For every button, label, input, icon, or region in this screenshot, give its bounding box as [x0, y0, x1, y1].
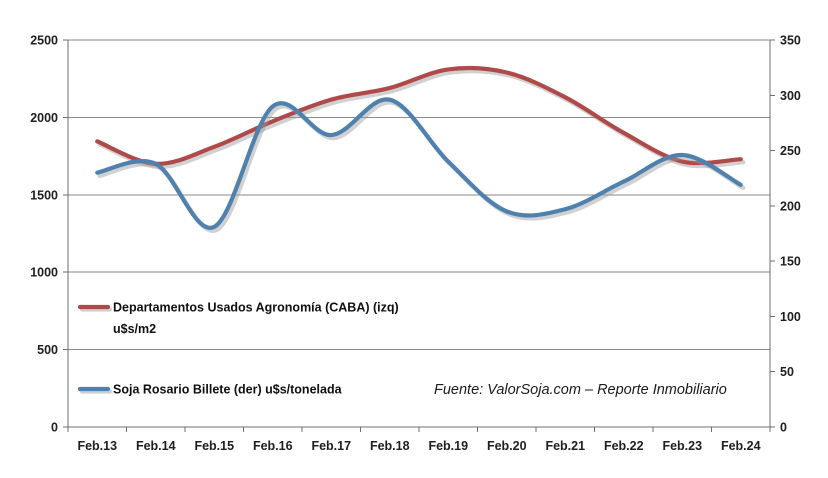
left-axis-tick-label: 1500	[30, 188, 58, 202]
legend-item-label: Departamentos Usados Agronomía (CABA) (i…	[113, 301, 399, 315]
source-text: Fuente: ValorSoja.com – Reporte Inmobili…	[434, 382, 727, 398]
gridlines-group	[68, 39, 770, 428]
right-axis-tick-label: 200	[780, 199, 801, 213]
x-axis-tick-label: Feb.16	[253, 439, 293, 453]
series-line-2	[95, 97, 743, 230]
x-axis-tick-label: Feb.20	[487, 439, 527, 453]
legend-item-label: Soja Rosario Billete (der) u$s/tonelada	[113, 383, 343, 397]
left-axis-tick-label: 2000	[30, 111, 58, 125]
x-axis-tick-label: Feb.23	[662, 439, 702, 453]
left-axis-tick-labels: 0 500 1000 1500 2000 2500	[30, 34, 68, 435]
right-axis-tick-labels: 0 50 100 150 200 250 300 350	[770, 34, 801, 435]
left-axis-tick-label: 2500	[30, 34, 58, 48]
right-axis-tick-label: 100	[780, 310, 801, 324]
series-line-1	[95, 65, 743, 166]
x-axis-tick-label: Feb.19	[428, 439, 468, 453]
x-axis-tick-label: Feb.22	[604, 439, 644, 453]
chart-legend: Departamentos Usados Agronomía (CABA) (i…	[77, 301, 399, 397]
x-axis-tick-label: Feb.15	[194, 439, 234, 453]
x-axis-tick-label: Feb.13	[77, 439, 117, 453]
left-axis-tick-label: 0	[51, 421, 58, 435]
left-axis-tick-label: 500	[37, 343, 58, 357]
legend-item-label-line2: u$s/m2	[113, 322, 156, 336]
left-axis-tick-label: 1000	[30, 266, 58, 280]
x-axis-tick-label: Feb.21	[545, 439, 585, 453]
series-group	[95, 65, 746, 233]
x-axis-tick-label: Feb.14	[136, 439, 176, 453]
right-axis-tick-label: 50	[780, 365, 794, 379]
x-axis-tick-label: Feb.18	[370, 439, 410, 453]
x-axis-tick-labels: Feb.13 Feb.14 Feb.15 Feb.16 Feb.17 Feb.18 Feb.…	[67, 427, 771, 453]
axes-group	[67, 40, 771, 428]
right-axis-tick-label: 0	[780, 421, 787, 435]
x-axis-tick-label: Feb.24	[721, 439, 761, 453]
right-axis-tick-label: 150	[780, 255, 801, 269]
right-axis-tick-label: 300	[780, 89, 801, 103]
source-annotation: Fuente: ValorSoja.com – Reporte Inmobili…	[434, 382, 727, 398]
right-axis-tick-label: 250	[780, 144, 801, 158]
right-axis-tick-label: 350	[780, 34, 801, 48]
x-axis-tick-label: Feb.17	[311, 439, 351, 453]
